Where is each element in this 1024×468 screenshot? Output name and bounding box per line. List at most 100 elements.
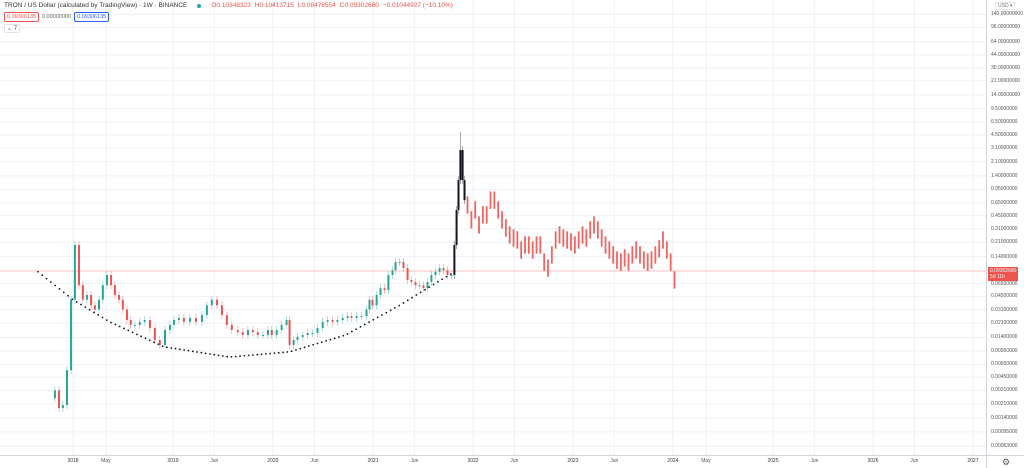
- candle-body: [117, 294, 120, 300]
- curve-dot: [92, 311, 95, 314]
- candle-body: [430, 274, 433, 282]
- curve-dot: [183, 349, 186, 351]
- curve-dot: [191, 350, 194, 353]
- candle-body: [292, 340, 295, 345]
- candle-body: [220, 305, 223, 316]
- price-tick-label: 0.31000000: [991, 225, 1018, 232]
- currency-selector[interactable]: USD ▾: [995, 2, 1016, 10]
- projection-bar: [466, 196, 469, 214]
- curve-dot: [247, 354, 250, 357]
- projection-bar: [639, 246, 641, 264]
- curve-dot: [58, 288, 61, 290]
- curve-dot: [273, 352, 276, 355]
- candle-body: [375, 294, 378, 306]
- curve-dot: [269, 352, 272, 355]
- projection-bar: [581, 226, 584, 244]
- candle-body: [230, 324, 233, 331]
- time-axis[interactable]: 2018 May 2019 Jun 2020 Jun 2021 Jun 2022 Jun 2023 J…: [0, 455, 986, 468]
- candle-body: [129, 320, 132, 325]
- projection-bar: [489, 191, 492, 209]
- projection-bar: [585, 229, 588, 247]
- curve-dot: [178, 348, 181, 351]
- trade-buttons: 0.09306135 0.00000000 0.09306135: [4, 12, 110, 22]
- candle-body: [350, 316, 353, 318]
- candle-body: [463, 180, 466, 201]
- projection-bar: [535, 236, 538, 254]
- candle-body: [280, 324, 283, 331]
- candle-body: [138, 321, 141, 325]
- bar-countdown: 5d 11h: [990, 273, 1005, 280]
- candle-body: [341, 317, 344, 321]
- candle-body: [125, 309, 128, 321]
- curve-dot: [355, 328, 358, 331]
- price-tick-label: 14.00000000: [991, 92, 1021, 99]
- projection-bar: [531, 241, 534, 259]
- candle-body: [402, 262, 405, 269]
- time-tick-label: 2020: [267, 458, 279, 464]
- curve-dot: [230, 356, 233, 358]
- buy-button[interactable]: 0.09306135: [74, 12, 110, 22]
- time-tick-label: Jun: [410, 458, 419, 464]
- curve-dot: [449, 273, 452, 275]
- curve-dot: [161, 345, 164, 348]
- symbol-title[interactable]: TRON / US Dollar (calculated by TradingV…: [4, 2, 188, 9]
- candle-body: [148, 320, 151, 329]
- candle-body: [418, 285, 421, 287]
- candle-body: [398, 262, 401, 264]
- candle-body: [438, 268, 441, 272]
- projection-bar: [539, 236, 542, 254]
- price-tick-label: 0.00950000: [991, 348, 1018, 355]
- price-tick-label: 0.00063000: [991, 443, 1018, 450]
- candle-body: [78, 245, 81, 286]
- time-tick-label: May: [701, 458, 711, 464]
- chart-plot-area[interactable]: TRON / US Dollar (calculated by TradingV…: [0, 0, 986, 455]
- time-tick-label: 2024: [667, 458, 679, 464]
- price-tick-label: 0.03100000: [991, 306, 1018, 313]
- time-tick-label: Jun: [210, 458, 219, 464]
- indicators-toggle-button[interactable]: ⌄ 7: [4, 24, 21, 33]
- projection-bar: [669, 253, 672, 271]
- curve-dot: [346, 333, 349, 335]
- ohlc-high: H0.10413715: [254, 2, 294, 9]
- sell-button[interactable]: 0.09306135: [4, 12, 40, 22]
- candle-body: [288, 320, 291, 345]
- curve-dot: [385, 311, 388, 314]
- curve-dot: [84, 306, 87, 309]
- time-tick-label: 2018: [67, 458, 79, 464]
- projection-bar: [485, 206, 488, 224]
- candle-body: [121, 299, 124, 310]
- curve-dot: [114, 323, 117, 326]
- projection-bar: [527, 236, 530, 254]
- projection-bar: [654, 246, 657, 264]
- ohlc-open: O0.10348323: [211, 2, 251, 9]
- candle-body: [266, 330, 269, 336]
- projection-bar: [558, 226, 561, 244]
- price-tick-label: 1.40000000: [991, 172, 1018, 179]
- price-axis[interactable]: USD ▾ 140.00000000 96.00000000 64.00000000…: [986, 0, 1024, 455]
- price-chart[interactable]: [0, 0, 986, 455]
- gear-icon[interactable]: ⚙: [986, 455, 1024, 468]
- candle-body: [394, 262, 397, 271]
- projection-bar: [612, 246, 615, 264]
- projection-bar: [493, 191, 496, 209]
- projection-bar: [481, 206, 484, 224]
- curve-dot: [204, 352, 207, 355]
- price-tick-label: 0.95000000: [991, 186, 1018, 193]
- curve-dot: [312, 343, 315, 346]
- curve-dot: [166, 346, 168, 349]
- projection-bar: [516, 231, 519, 249]
- curve-dot: [221, 355, 224, 357]
- candle-body: [360, 316, 363, 318]
- curve-dot: [286, 351, 289, 353]
- projection-bar: [470, 211, 473, 229]
- projection-bar: [524, 236, 526, 254]
- time-tick-label: Jun: [610, 458, 619, 464]
- price-tick-label: 0.06500000: [991, 280, 1018, 287]
- candle-body: [262, 335, 265, 337]
- curve-dot: [174, 347, 177, 350]
- candle-body: [163, 330, 166, 345]
- candle-body: [306, 332, 309, 336]
- curve-dot: [363, 323, 366, 326]
- curve-dot: [295, 348, 297, 351]
- ohlc-change: −0.01044927 (−10.10%): [382, 2, 453, 9]
